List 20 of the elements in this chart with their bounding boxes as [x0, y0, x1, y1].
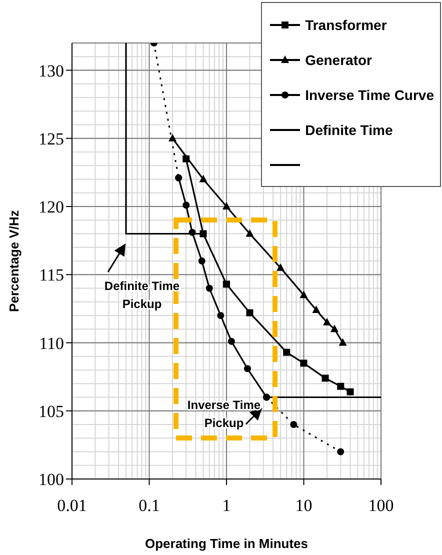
legend-label: Generator: [305, 52, 372, 68]
x-tick-label: 100: [368, 496, 394, 516]
legend-label: Inverse Time Curve: [305, 86, 434, 102]
y-axis-title: Percentage V/Hz: [6, 210, 22, 312]
y-tick-label: 130: [38, 61, 64, 80]
x-tick-label: 0.1: [138, 496, 160, 516]
x-tick-label: 1: [222, 496, 231, 516]
y-tick-label: 105: [38, 402, 64, 421]
x-axis-title: Operating Time in Minutes: [144, 536, 308, 551]
y-tick-label: 110: [39, 334, 64, 353]
y-tick-label: 125: [38, 129, 64, 148]
annotation: Inverse Time Pickup: [187, 398, 261, 430]
annotation: Definite Time Pickup: [104, 279, 180, 311]
x-tick-label: 10: [295, 496, 312, 516]
y-tick-label: 100: [38, 470, 64, 490]
legend-label: Transformer: [305, 16, 387, 32]
legend-label: Definite Time: [305, 122, 393, 138]
y-tick-label: 115: [39, 266, 64, 285]
x-tick-label: 0.01: [57, 496, 87, 516]
y-tick-label: 120: [38, 198, 64, 217]
